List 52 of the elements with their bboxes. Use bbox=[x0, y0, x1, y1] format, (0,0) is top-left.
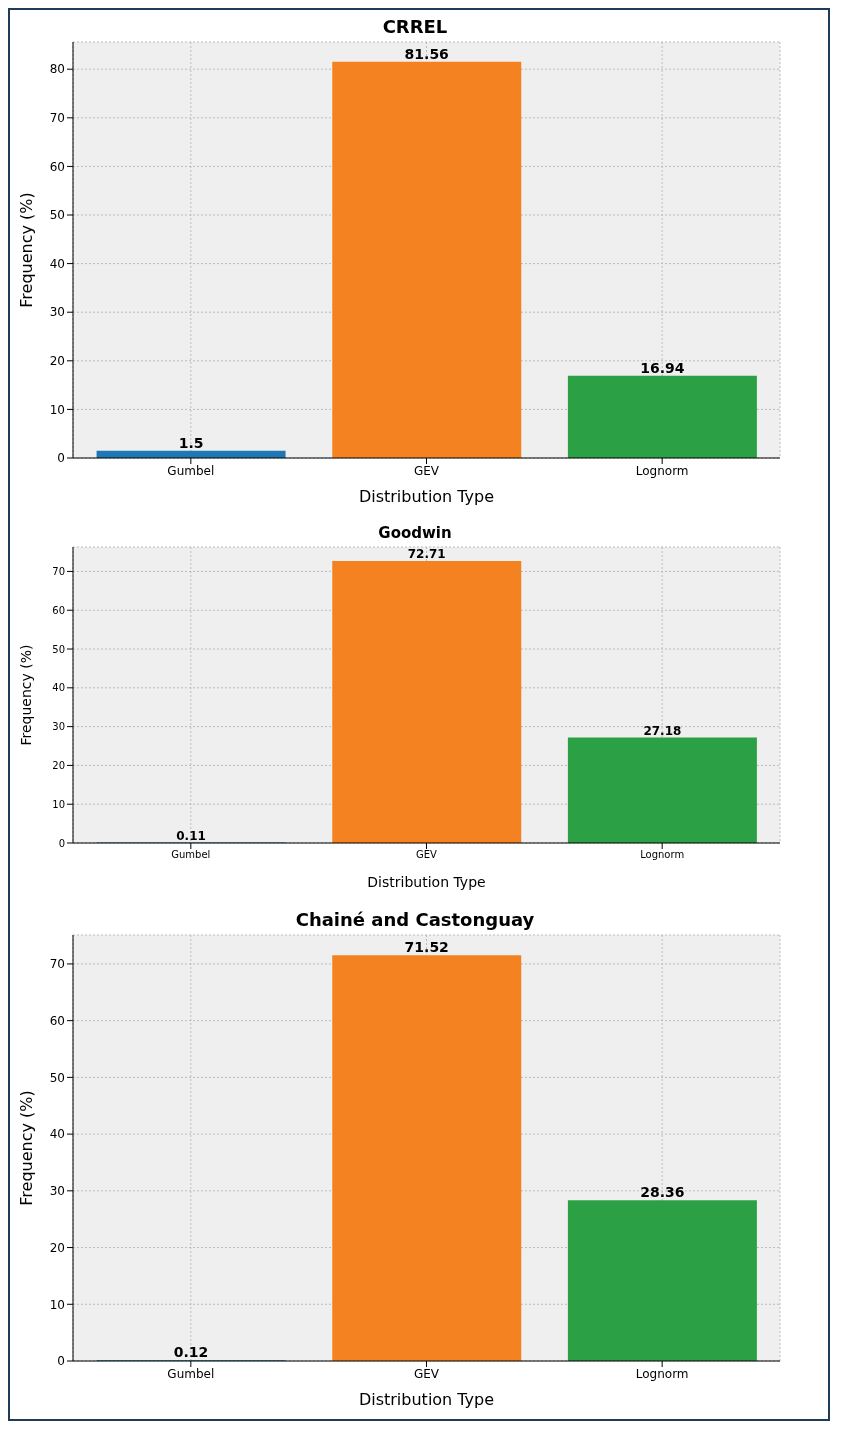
x-axis-title: Distribution Type bbox=[358, 1390, 495, 1409]
x-axis-title: Distribution Type bbox=[358, 487, 495, 506]
data-label: 0.11 bbox=[176, 828, 206, 843]
data-label: 81.56 bbox=[404, 45, 449, 62]
y-tick-label: 0 bbox=[58, 837, 65, 849]
y-tick-label: 50 bbox=[49, 208, 65, 223]
x-tick-label: Gumbel bbox=[167, 1366, 215, 1381]
chart-title: CRREL bbox=[381, 16, 449, 39]
y-tick-label: 50 bbox=[52, 643, 65, 655]
y-tick-label: 70 bbox=[49, 111, 65, 126]
y-tick-label: 30 bbox=[49, 1184, 65, 1199]
y-tick-label: 70 bbox=[52, 565, 65, 577]
data-label: 72.71 bbox=[407, 546, 446, 561]
y-tick-label: 20 bbox=[49, 1240, 65, 1255]
y-tick-label: 60 bbox=[49, 1013, 65, 1028]
chart-title: Chainé and Castonguay bbox=[294, 909, 536, 932]
x-tick-label: GEV bbox=[413, 1366, 440, 1381]
y-tick-label: 40 bbox=[52, 682, 65, 694]
data-label: 16.94 bbox=[640, 359, 685, 376]
y-tick-label: 60 bbox=[49, 159, 65, 174]
y-tick-label: 10 bbox=[52, 798, 65, 810]
y-tick-label: 0 bbox=[57, 451, 65, 466]
x-tick-label: Lognorm bbox=[635, 463, 689, 478]
chart-title: Goodwin bbox=[377, 524, 453, 544]
x-tick-label: Lognorm bbox=[635, 1366, 689, 1381]
y-tick-label: 10 bbox=[49, 402, 65, 417]
y-tick-label: 40 bbox=[49, 256, 65, 271]
x-tick-label: Gumbel bbox=[171, 849, 211, 861]
y-tick-label: 30 bbox=[49, 305, 65, 320]
x-tick-label: Lognorm bbox=[640, 849, 685, 861]
data-label: 71.52 bbox=[404, 939, 449, 956]
y-tick-label: 70 bbox=[49, 957, 65, 972]
y-tick-label: 0 bbox=[57, 1354, 65, 1369]
x-tick-label: GEV bbox=[413, 463, 440, 478]
data-label: 28.36 bbox=[640, 1184, 685, 1201]
y-tick-label: 60 bbox=[52, 604, 65, 616]
x-axis-title: Distribution Type bbox=[367, 874, 486, 890]
x-tick-label: GEV bbox=[416, 849, 438, 861]
y-tick-label: 10 bbox=[49, 1297, 65, 1312]
data-label: 1.5 bbox=[178, 434, 204, 451]
y-axis-title: Frequency (%) bbox=[17, 644, 34, 746]
y-tick-label: 20 bbox=[52, 759, 65, 771]
data-label: 0.12 bbox=[173, 1344, 209, 1361]
data-label: 27.18 bbox=[643, 723, 682, 738]
y-axis-title: Frequency (%) bbox=[16, 192, 36, 308]
y-tick-label: 80 bbox=[49, 62, 65, 77]
y-tick-label: 30 bbox=[52, 721, 65, 733]
y-tick-label: 50 bbox=[49, 1070, 65, 1085]
y-tick-label: 40 bbox=[49, 1127, 65, 1142]
y-axis-title: Frequency (%) bbox=[16, 1090, 36, 1206]
x-tick-label: Gumbel bbox=[167, 463, 215, 478]
y-tick-label: 20 bbox=[49, 354, 65, 369]
